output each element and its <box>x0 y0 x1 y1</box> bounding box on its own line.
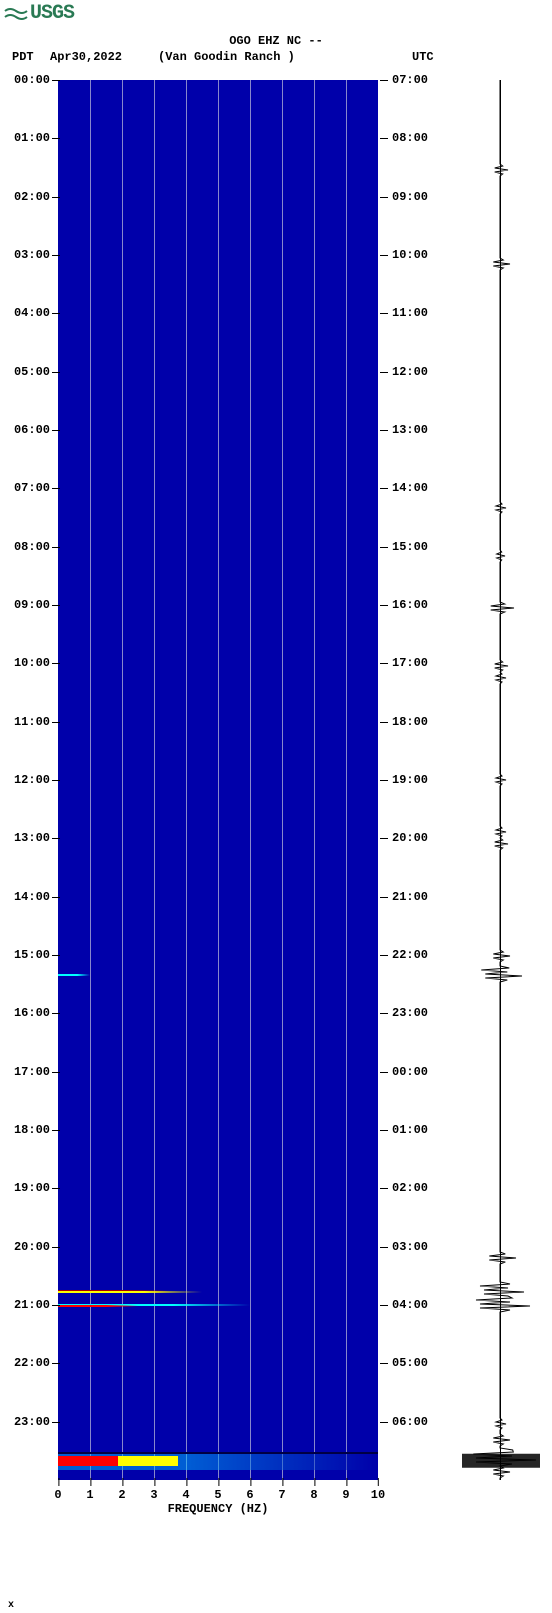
tiny-mark: x <box>8 1600 14 1611</box>
y-tick-left: 03:00 <box>0 248 50 262</box>
wave-icon <box>4 5 28 23</box>
event-band <box>58 1305 138 1307</box>
y-tick-right: 05:00 <box>392 1356 428 1370</box>
y-tick-left: 11:00 <box>0 715 50 729</box>
y-tick-right: 18:00 <box>392 715 428 729</box>
x-tick: 8 <box>310 1488 317 1502</box>
spectrogram-plot <box>58 80 378 1480</box>
y-tick-left: 10:00 <box>0 656 50 670</box>
x-tick: 0 <box>54 1488 61 1502</box>
y-tick-right: 20:00 <box>392 831 428 845</box>
y-tick-left: 12:00 <box>0 773 50 787</box>
y-tick-left: 00:00 <box>0 73 50 87</box>
y-tick-right: 09:00 <box>392 190 428 204</box>
gridline <box>186 80 187 1480</box>
y-tick-left: 21:00 <box>0 1298 50 1312</box>
y-tick-right: 15:00 <box>392 540 428 554</box>
gridline <box>90 80 91 1480</box>
y-tick-left: 04:00 <box>0 306 50 320</box>
y-tick-right: 14:00 <box>392 481 428 495</box>
y-tick-left: 02:00 <box>0 190 50 204</box>
subtitle-label: (Van Goodin Ranch ) <box>158 50 295 64</box>
y-tick-right: 08:00 <box>392 131 428 145</box>
y-tick-left: 09:00 <box>0 598 50 612</box>
chart-title: OGO EHZ NC -- <box>0 34 552 48</box>
bottom-event-band <box>58 1452 378 1470</box>
x-tick: 1 <box>86 1488 93 1502</box>
x-tick: 3 <box>150 1488 157 1502</box>
y-tick-right: 02:00 <box>392 1181 428 1195</box>
side-trace <box>462 80 542 1480</box>
x-tick: 9 <box>342 1488 349 1502</box>
side-trace-panel <box>462 80 542 1480</box>
date-label: Apr30,2022 <box>50 50 122 64</box>
gridline <box>250 80 251 1480</box>
y-tick-right: 07:00 <box>392 73 428 87</box>
y-tick-right: 23:00 <box>392 1006 428 1020</box>
y-tick-left: 15:00 <box>0 948 50 962</box>
y-tick-left: 06:00 <box>0 423 50 437</box>
x-tick: 7 <box>278 1488 285 1502</box>
usgs-text: USGS <box>30 2 74 25</box>
y-tick-right: 03:00 <box>392 1240 428 1254</box>
gridline <box>122 80 123 1480</box>
y-tick-left: 16:00 <box>0 1006 50 1020</box>
gridline <box>282 80 283 1480</box>
gridline <box>218 80 219 1480</box>
y-tick-left: 01:00 <box>0 131 50 145</box>
gridline <box>154 80 155 1480</box>
y-tick-right: 04:00 <box>392 1298 428 1312</box>
x-axis-title: FREQUENCY (HZ) <box>118 1502 318 1516</box>
x-tick: 2 <box>118 1488 125 1502</box>
y-tick-right: 17:00 <box>392 656 428 670</box>
y-tick-left: 23:00 <box>0 1415 50 1429</box>
event-band <box>58 1291 202 1293</box>
y-tick-left: 07:00 <box>0 481 50 495</box>
right-tz-label: UTC <box>412 50 434 64</box>
y-tick-right: 13:00 <box>392 423 428 437</box>
page: USGS OGO EHZ NC -- PDT Apr30,2022 (Van G… <box>0 0 552 1613</box>
x-tick: 10 <box>371 1488 385 1502</box>
bottom-event-hot <box>58 1456 118 1466</box>
y-tick-left: 05:00 <box>0 365 50 379</box>
y-tick-right: 12:00 <box>392 365 428 379</box>
y-tick-left: 20:00 <box>0 1240 50 1254</box>
gridline <box>346 80 347 1480</box>
x-tick: 6 <box>246 1488 253 1502</box>
x-tick: 4 <box>182 1488 189 1502</box>
y-tick-left: 17:00 <box>0 1065 50 1079</box>
event-band <box>58 974 90 976</box>
left-tz-label: PDT <box>12 50 34 64</box>
gridline <box>314 80 315 1480</box>
y-tick-right: 21:00 <box>392 890 428 904</box>
y-tick-left: 08:00 <box>0 540 50 554</box>
y-tick-left: 18:00 <box>0 1123 50 1137</box>
y-tick-right: 00:00 <box>392 1065 428 1079</box>
y-tick-left: 19:00 <box>0 1181 50 1195</box>
x-tick: 5 <box>214 1488 221 1502</box>
y-tick-right: 16:00 <box>392 598 428 612</box>
y-tick-left: 14:00 <box>0 890 50 904</box>
y-tick-right: 10:00 <box>392 248 428 262</box>
y-tick-right: 06:00 <box>392 1415 428 1429</box>
y-tick-left: 22:00 <box>0 1356 50 1370</box>
bottom-event-dark <box>58 1452 378 1454</box>
usgs-logo: USGS <box>4 2 74 25</box>
y-tick-right: 01:00 <box>392 1123 428 1137</box>
y-tick-left: 13:00 <box>0 831 50 845</box>
y-tick-right: 19:00 <box>392 773 428 787</box>
y-tick-right: 11:00 <box>392 306 428 320</box>
y-tick-right: 22:00 <box>392 948 428 962</box>
